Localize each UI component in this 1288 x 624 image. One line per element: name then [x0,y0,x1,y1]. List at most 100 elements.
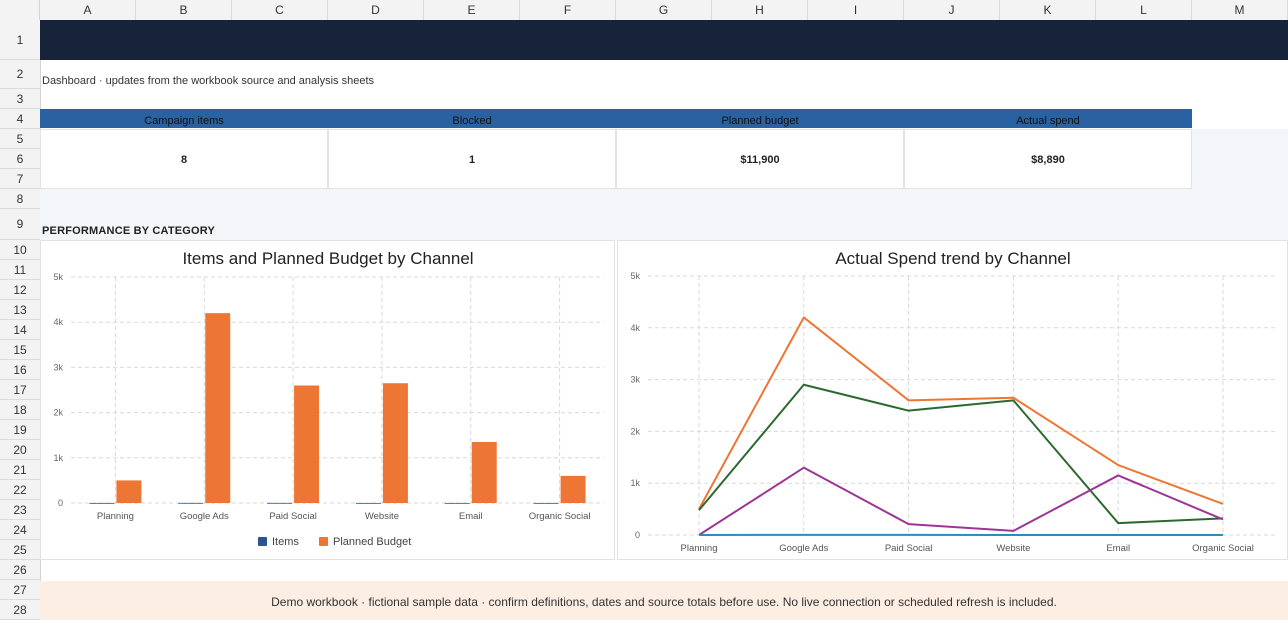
line-chart-xtick-label: Google Ads [779,543,828,554]
row-header-17[interactable]: 17 [0,380,40,400]
row-header-2[interactable]: 2 [0,60,40,89]
bar-chart-title: Items and Planned Budget by Channel [182,249,473,268]
footer-note: Demo workbook · fictional sample data · … [40,581,1288,620]
line-chart-title: Actual Spend trend by Channel [835,249,1070,268]
row-header-7[interactable]: 7 [0,169,40,189]
row-header-11[interactable]: 11 [0,260,40,280]
bar-items [534,503,559,504]
bar-items [445,503,470,504]
row-header-24[interactable]: 24 [0,520,40,540]
bar-chart-panel[interactable]: Items and Planned Budget by Channel 0 1k 2k… [40,240,615,560]
column-header-i[interactable]: I [808,0,904,20]
column-header-m[interactable]: M [1192,0,1288,20]
bar-chart-xtick-label: Email [459,511,483,522]
bar-chart-ytick-label: 5k [53,272,63,282]
bar-chart-ytick-label: 1k [53,453,63,463]
line-chart-ytick-label: 4k [630,323,640,333]
column-header-e[interactable]: E [424,0,520,20]
row-header-20[interactable]: 20 [0,440,40,460]
row-header-3[interactable]: 3 [0,89,40,109]
column-header-d[interactable]: D [328,0,424,20]
row-header-23[interactable]: 23 [0,500,40,520]
bar-planned-budget [205,313,230,503]
row-header-19[interactable]: 19 [0,420,40,440]
bar-planned-budget [294,385,319,503]
column-header-h[interactable]: H [712,0,808,20]
bar-planned-budget [472,442,497,503]
line-series-2 [699,468,1223,535]
line-chart-ytick-label: 5k [630,271,640,281]
row-header-4[interactable]: 4 [0,109,40,129]
row-header-14[interactable]: 14 [0,320,40,340]
line-chart-xtick-label: Organic Social [1192,543,1254,554]
dashboard-title-band [40,20,1288,60]
dashboard-subtitle: Dashboard · updates from the workbook so… [42,75,374,87]
row-header-18[interactable]: 18 [0,400,40,420]
bar-chart-xtick-label: Paid Social [269,511,317,522]
column-header-g[interactable]: G [616,0,712,20]
section-band [40,209,1288,240]
line-chart-xtick-label: Paid Social [885,543,933,554]
bar-chart-xtick-label: Google Ads [180,511,229,522]
kpi-header-planned-budget: Planned budget [616,109,904,128]
row-header-5[interactable]: 5 [0,129,40,149]
line-chart-ytick-label: 0 [635,530,640,540]
row-header-12[interactable]: 12 [0,280,40,300]
bar-chart-ytick-label: 0 [58,498,63,508]
line-chart: Actual Spend trend by Channel 0 1k 2k 3k 4k 5k… [618,241,1288,561]
bar-items [89,503,114,504]
column-header-k[interactable]: K [1000,0,1096,20]
column-header-b[interactable]: B [136,0,232,20]
bar-chart: Items and Planned Budget by Channel 0 1k 2k… [41,241,616,561]
bar-chart-legend-label: Items [272,536,299,548]
row-header-16[interactable]: 16 [0,360,40,380]
column-header-l[interactable]: L [1096,0,1192,20]
kpi-value-planned-budget[interactable]: $11,900 [616,129,904,189]
row-header-22[interactable]: 22 [0,480,40,500]
column-header-f[interactable]: F [520,0,616,20]
row-header-28[interactable]: 28 [0,600,40,620]
row-header-15[interactable]: 15 [0,340,40,360]
bar-chart-xtick-label: Organic Social [529,511,591,522]
select-all-corner[interactable] [0,0,40,20]
row-header-6[interactable]: 6 [0,149,40,169]
line-chart-ytick-label: 2k [630,426,640,436]
kpi-value-items[interactable]: 8 [40,129,328,189]
bar-items [267,503,292,504]
bar-planned-budget [116,480,141,503]
line-chart-panel[interactable]: Actual Spend trend by Channel 0 1k 2k 3k 4k 5k… [617,240,1288,560]
section-label: PERFORMANCE BY CATEGORY [42,225,215,237]
bar-planned-budget [383,383,408,503]
column-header-c[interactable]: C [232,0,328,20]
column-header-a[interactable]: A [40,0,136,20]
row-header-26[interactable]: 26 [0,560,40,580]
row-header-25[interactable]: 25 [0,540,40,560]
line-series-1 [699,385,1223,523]
row-header-1[interactable]: 1 [0,20,40,60]
row-header-8[interactable]: 8 [0,189,40,209]
row-header-21[interactable]: 21 [0,460,40,480]
bar-planned-budget [561,476,586,503]
line-series-0 [699,317,1223,509]
bar-chart-legend-label: Planned Budget [333,536,411,548]
row-header-9[interactable]: 9 [0,209,40,240]
line-chart-ytick-label: 3k [630,375,640,385]
bar-chart-ytick-label: 2k [53,408,63,418]
line-chart-xtick-label: Planning [681,543,718,554]
row-header-13[interactable]: 13 [0,300,40,320]
line-chart-xtick-label: Email [1106,543,1130,554]
kpi-value-actual-spend[interactable]: $8,890 [904,129,1192,189]
line-chart-xtick-label: Website [996,543,1030,554]
row-header-27[interactable]: 27 [0,580,40,600]
kpi-value-blocked[interactable]: 1 [328,129,616,189]
column-header-j[interactable]: J [904,0,1000,20]
row-header-10[interactable]: 10 [0,240,40,260]
bar-items [356,503,381,504]
kpi-header-actual-spend: Actual spend [904,109,1192,128]
line-chart-ytick-label: 1k [630,478,640,488]
bar-chart-legend-swatch [319,537,328,546]
bar-items [178,503,203,504]
bar-chart-legend-swatch [258,537,267,546]
